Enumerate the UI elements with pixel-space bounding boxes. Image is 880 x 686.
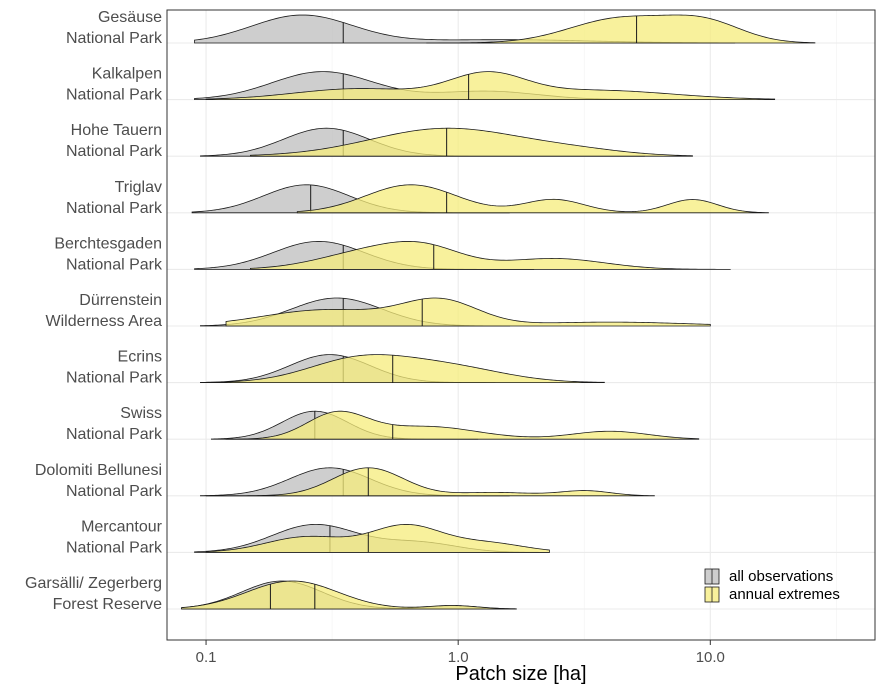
x-tick-label: 1.0 <box>448 649 469 666</box>
density-ext <box>205 523 550 553</box>
legend-label-all: all observations <box>729 568 833 585</box>
site-label: Kalkalpen National Park <box>66 66 163 104</box>
density-ext <box>426 14 816 44</box>
density-ext <box>225 297 711 327</box>
x-tick-label: 0.1 <box>196 649 217 666</box>
site-label: Ecrins National Park <box>66 349 163 387</box>
site-label: Gesäuse National Park <box>66 9 163 47</box>
panel-border <box>166 9 876 641</box>
site-label: Hohe Tauern National Park <box>66 122 163 160</box>
density-ext <box>225 410 700 440</box>
legend-label-ext: annual extremes <box>729 586 840 603</box>
site-labels: Gesäuse National Park Kalkalpen National Pa… <box>25 9 163 613</box>
site-label: Swiss National Park <box>66 405 163 443</box>
site-label: Garsälli/ Zegerberg Forest Reserve <box>25 575 162 613</box>
density-ext <box>206 467 655 497</box>
site-label: Mercantour National Park <box>66 518 163 556</box>
x-axis: 0.1 1.0 10.0 <box>196 640 725 666</box>
x-tick-label: 10.0 <box>696 649 725 666</box>
site-label: Dolomiti Bellunesi National Park <box>35 462 163 500</box>
density-ext <box>296 184 769 214</box>
density-ridges <box>181 14 816 610</box>
site-label: Dürrenstein Wilderness Area <box>46 292 163 330</box>
x-axis-title: Patch size [ha] <box>455 663 586 685</box>
density-ext <box>205 71 776 100</box>
density-ext <box>250 240 731 270</box>
density-ext <box>181 580 517 610</box>
density-ext <box>205 354 605 383</box>
site-label: Triglav National Park <box>66 179 163 217</box>
density-ext <box>250 127 693 157</box>
site-label: Berchtesgaden National Park <box>54 235 163 273</box>
